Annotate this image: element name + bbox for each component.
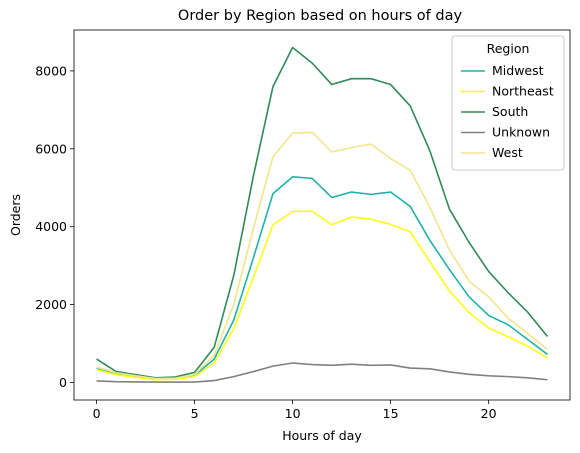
legend-title: Region [487,41,530,56]
x-tick-label: 0 [93,406,101,421]
series-line-south [96,46,549,379]
series-line-northeast [96,210,548,381]
x-tick-label: 10 [285,406,301,421]
x-tick-label: 15 [383,406,399,421]
legend-label-west: West [492,145,523,160]
legend-label-midwest: Midwest [492,63,544,78]
legend-box [451,35,565,171]
x-tick-label: 20 [481,406,497,421]
series-line-west [96,131,548,380]
y-tick-label: 6000 [35,141,67,156]
y-tick-label: 0 [59,375,67,390]
y-tick-label: 8000 [35,63,67,78]
legend-label-unknown: Unknown [492,125,550,140]
x-tick-label: 5 [191,406,199,421]
legend-items: Midwest Northeast South Unknown West [461,63,554,160]
chart-title: Order by Region based on hours of day [178,8,463,24]
y-axis-label: Orders [8,194,23,236]
y-tick-label: 4000 [35,219,67,234]
x-axis-ticks: 0 5 10 15 20 [93,400,497,421]
series-line-midwest [96,176,548,381]
series-layer [96,46,549,383]
x-axis-label: Hours of day [282,428,362,443]
legend-label-northeast: Northeast [492,84,554,99]
legend-label-south: South [492,104,528,119]
plot-frame [73,29,571,401]
legend: Region Midwest Northeast South Unknown West [451,35,565,171]
y-tick-label: 2000 [35,297,67,312]
y-axis-ticks: 0 2000 4000 6000 8000 [35,63,74,390]
series-line-unknown [96,362,548,383]
